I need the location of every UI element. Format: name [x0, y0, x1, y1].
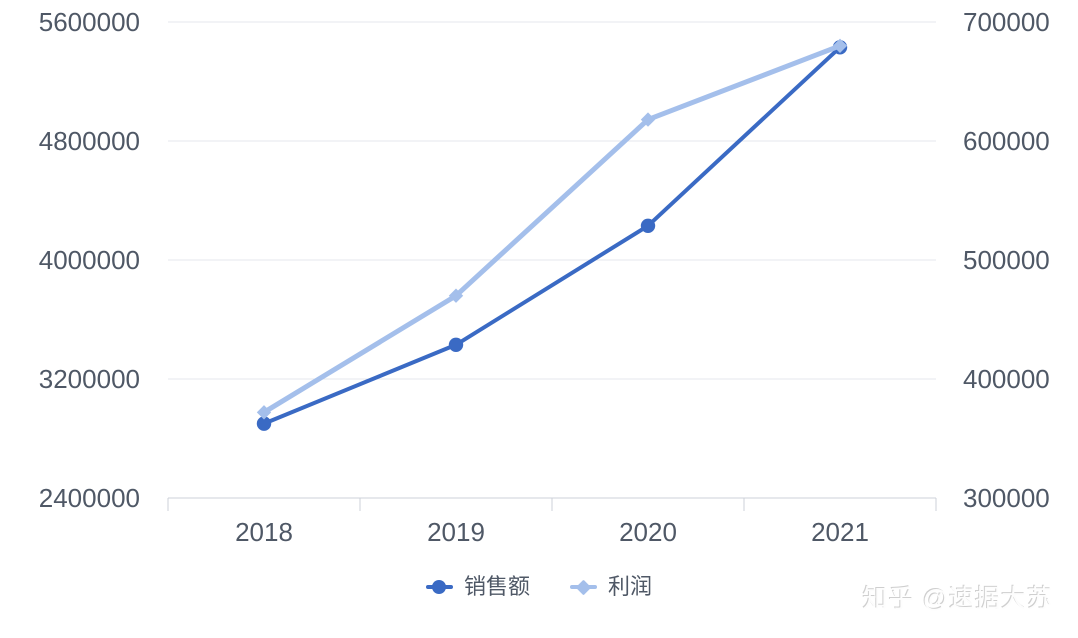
series-line-0	[262, 45, 842, 426]
data-point-diamond[interactable]	[640, 112, 656, 127]
legend-item-profit[interactable]: 利润	[570, 576, 652, 598]
y-axis-label-left: 4000000	[39, 245, 140, 275]
y-axis-label-left: 4800000	[39, 126, 140, 156]
legend-label-profit: 利润	[608, 574, 653, 599]
data-point-circle[interactable]	[448, 337, 464, 352]
y-axis-label-left: 3200000	[39, 364, 140, 394]
legend-label-sales: 销售额	[463, 574, 530, 599]
data-point-diamond[interactable]	[832, 38, 848, 53]
x-axis-label: 2021	[811, 517, 869, 547]
circle-marker-icon	[425, 579, 453, 595]
y-axis-label-right: 700000	[963, 7, 1050, 37]
x-axis-label: 2018	[235, 517, 293, 547]
x-axis-label: 2020	[619, 517, 677, 547]
data-point-diamond[interactable]	[448, 288, 464, 303]
data-point-circle[interactable]	[640, 218, 656, 233]
y-axis-label-right: 500000	[963, 245, 1050, 275]
series-line-1	[261, 43, 843, 415]
y-axis-label-left: 2400000	[39, 483, 140, 513]
data-point-circle[interactable]	[256, 416, 272, 431]
legend-item-sales[interactable]: 销售额	[425, 574, 530, 599]
dual-axis-line-chart: 2400000 300000 3200000 400000 4000000 500000 4…	[39, 7, 1050, 547]
legend: 销售额 利润	[0, 576, 1078, 598]
y-axis-label-left: 5600000	[39, 7, 140, 37]
legend-diamond	[575, 579, 592, 596]
y-axis-label-right: 400000	[963, 364, 1050, 394]
x-axis-label: 2019	[427, 517, 485, 547]
legend-circle	[431, 580, 446, 594]
watermark: 知乎 @速据大苏	[862, 585, 1053, 613]
diamond-marker-icon	[570, 579, 597, 596]
data-point-diamond[interactable]	[256, 405, 272, 420]
y-axis-label-right: 300000	[963, 483, 1050, 513]
y-axis-label-right: 600000	[963, 126, 1050, 156]
